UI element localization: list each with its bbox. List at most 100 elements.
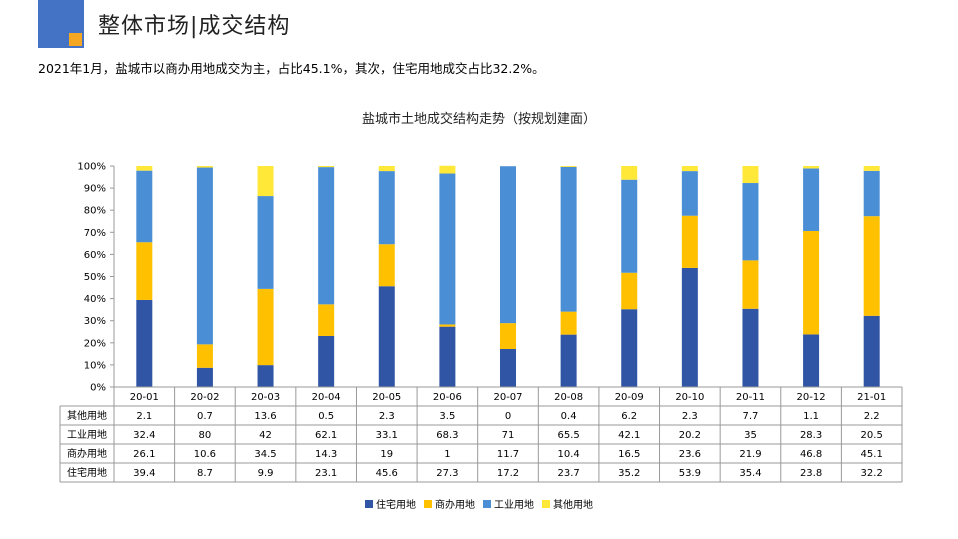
bar-segment — [439, 326, 456, 387]
x-category-label: 20-08 — [554, 392, 583, 403]
legend-label: 其他用地 — [553, 500, 593, 511]
bar-segment — [742, 308, 759, 387]
logo-accent-square — [69, 33, 82, 46]
table-cell-value: 80 — [199, 430, 212, 441]
table-cell-value: 26.1 — [133, 449, 155, 460]
table-cell-value: 35.4 — [739, 468, 761, 479]
logo-block — [38, 0, 84, 48]
bar-segment — [257, 196, 274, 289]
bar-segment — [560, 166, 577, 312]
bar-segment — [318, 335, 335, 387]
table-cell-value: 0.7 — [197, 411, 213, 422]
table-row-label: 住宅用地 — [67, 466, 107, 479]
x-category-label: 20-02 — [190, 392, 219, 403]
bar-segment — [621, 166, 638, 180]
table-cell-value: 10.4 — [557, 449, 579, 460]
table-cell-value: 11.7 — [497, 449, 519, 460]
x-category-label: 20-03 — [251, 392, 280, 403]
table-cell-value: 6.2 — [621, 411, 637, 422]
table-cell-value: 16.5 — [618, 449, 640, 460]
legend-swatch — [424, 499, 432, 508]
bar-segment — [257, 365, 274, 387]
bar-segment — [863, 315, 880, 387]
bar-segment — [500, 166, 516, 324]
bar-segment — [257, 166, 274, 197]
bar-segment — [742, 166, 759, 184]
table-cell-value: 35.2 — [618, 468, 640, 479]
bar-segment — [803, 334, 820, 387]
table-cell-value: 68.3 — [436, 430, 458, 441]
table-cell-value: 42.1 — [618, 430, 640, 441]
table-cell-value: 28.3 — [800, 430, 822, 441]
x-category-label: 20-07 — [493, 392, 522, 403]
bar-segment — [863, 166, 880, 171]
table-cell-value: 65.5 — [557, 430, 579, 441]
table-cell-value: 71 — [502, 430, 515, 441]
bar-segment — [863, 170, 880, 217]
chart-title: 盐城市土地成交结构走势（按规划建面） — [361, 112, 596, 127]
table-cell-value: 45.6 — [376, 468, 398, 479]
table-cell-value: 10.6 — [194, 449, 216, 460]
table-cell-value: 17.2 — [497, 468, 519, 479]
table-cell-value: 14.3 — [315, 449, 337, 460]
table-row-label: 其他用地 — [67, 409, 107, 422]
legend-item: 商办用地 — [424, 496, 475, 511]
bar-segment — [378, 286, 395, 387]
bar-segment — [136, 242, 153, 300]
legend-item: 其他用地 — [542, 496, 593, 511]
x-category-label: 20-06 — [433, 392, 462, 403]
x-category-label: 20-04 — [312, 392, 341, 403]
bar-segment — [318, 166, 335, 168]
y-tick-label: 20% — [84, 338, 106, 349]
bar-segment — [803, 166, 820, 169]
bar-segment — [439, 324, 456, 327]
bar-segment — [621, 309, 638, 387]
table-cell-value: 53.9 — [679, 468, 701, 479]
bar-segment — [136, 299, 153, 387]
table-row-label: 工业用地 — [67, 428, 107, 441]
bar-segment — [378, 166, 395, 172]
bar-segment — [196, 367, 213, 387]
table-row-label: 商办用地 — [67, 447, 107, 460]
table-cell-value: 2.2 — [864, 411, 880, 422]
bar-segment — [621, 179, 638, 273]
table-cell-value: 0.4 — [561, 411, 577, 422]
legend-label: 商办用地 — [435, 500, 475, 511]
bar-segment — [196, 344, 213, 368]
table-cell-value: 2.3 — [379, 411, 395, 422]
bar-segment — [681, 171, 698, 216]
y-tick-label: 30% — [84, 316, 106, 327]
table-cell-value: 20.2 — [679, 430, 701, 441]
chart-legend: 住宅用地 商办用地 工业用地 其他用地 — [0, 496, 958, 511]
bar-segment — [560, 311, 577, 335]
bar-segment — [500, 323, 516, 349]
table-cell-value: 39.4 — [133, 468, 155, 479]
bar-segment — [681, 215, 698, 268]
table-cell-value: 23.6 — [679, 449, 701, 460]
y-tick-label: 40% — [84, 294, 106, 305]
table-cell-value: 2.1 — [136, 411, 152, 422]
table-cell-value: 0 — [505, 411, 511, 422]
x-category-label: 20-09 — [615, 392, 644, 403]
bar-segment — [257, 288, 274, 366]
table-cell-value: 46.8 — [800, 449, 822, 460]
table-cell-value: 23.8 — [800, 468, 822, 479]
table-cell-value: 42 — [259, 430, 272, 441]
bar-segment — [742, 260, 759, 309]
bar-segment — [803, 168, 820, 231]
y-tick-label: 90% — [84, 184, 106, 195]
table-cell-value: 1 — [444, 449, 450, 460]
bar-segment — [136, 166, 153, 171]
y-tick-label: 80% — [84, 206, 106, 217]
table-cell-value: 2.3 — [682, 411, 698, 422]
bar-segment — [863, 216, 880, 316]
table-cell-value: 23.7 — [557, 468, 579, 479]
bar-segment — [196, 167, 213, 345]
y-tick-label: 60% — [84, 250, 106, 261]
legend-item: 住宅用地 — [365, 496, 416, 511]
table-cell-value: 32.2 — [861, 468, 883, 479]
table-cell-value: 0.5 — [318, 411, 334, 422]
table-cell-value: 45.1 — [861, 449, 883, 460]
table-cell-value: 13.6 — [254, 411, 276, 422]
